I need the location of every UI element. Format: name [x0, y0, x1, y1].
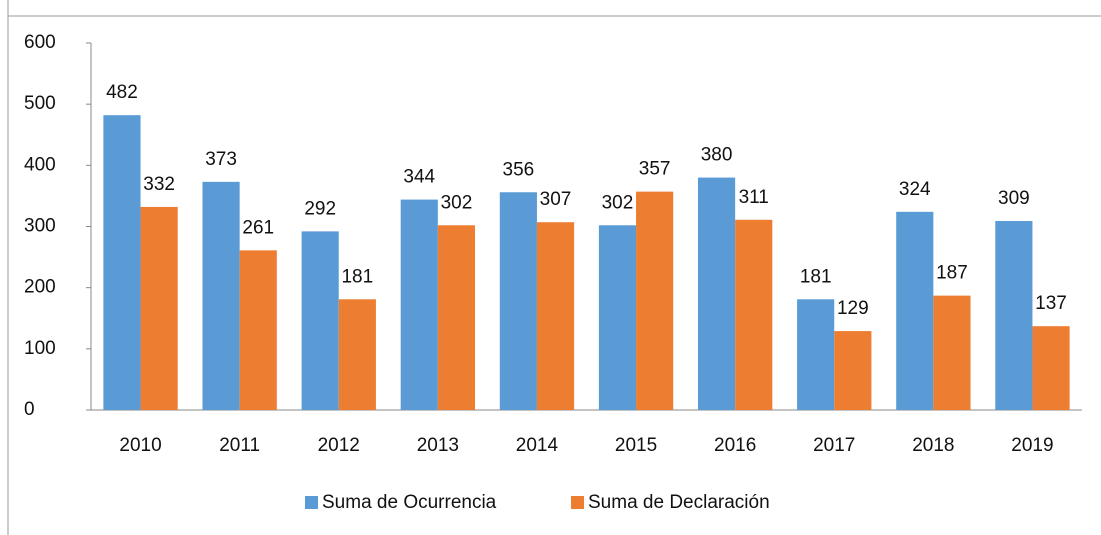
bar: [896, 211, 934, 410]
value-label: 302: [441, 192, 473, 213]
value-label: 344: [403, 167, 435, 188]
legend-swatch: [571, 496, 584, 509]
x-tick-label: 2017: [813, 435, 855, 456]
value-label: 482: [106, 82, 138, 103]
bar: [400, 199, 438, 410]
value-label: 309: [998, 188, 1030, 209]
y-tick-label: 300: [24, 216, 56, 237]
value-label: 380: [701, 145, 733, 166]
bar: [202, 181, 240, 410]
x-tick-label: 2015: [615, 435, 657, 456]
value-label: 261: [242, 217, 274, 238]
x-tick-label: 2013: [417, 435, 459, 456]
value-label: 302: [602, 192, 634, 213]
value-label: 137: [1035, 293, 1067, 314]
y-tick-label: 500: [24, 93, 56, 114]
y-tick-label: 0: [24, 399, 35, 420]
y-tick-label: 200: [24, 277, 56, 298]
y-tick-label: 600: [24, 32, 56, 53]
legend-label: Suma de Ocurrencia: [322, 492, 497, 513]
value-label: 357: [639, 159, 671, 180]
bar: [437, 225, 476, 410]
bar: [239, 250, 277, 410]
value-label: 332: [143, 174, 175, 195]
bar: [933, 295, 971, 410]
value-label: 356: [503, 159, 535, 180]
x-tick-label: 2014: [516, 435, 559, 456]
x-tick-label: 2016: [714, 435, 756, 456]
bar: [735, 219, 773, 410]
bar: [697, 177, 736, 410]
value-label: 181: [800, 266, 832, 287]
y-tick-label: 100: [24, 338, 56, 359]
value-label: 181: [341, 266, 373, 287]
value-label: 129: [837, 298, 869, 319]
value-label: 187: [936, 263, 968, 284]
legend-label: Suma de Declaración: [588, 492, 770, 513]
y-tick-label: 400: [24, 154, 56, 175]
x-tick-label: 2012: [318, 435, 360, 456]
bar: [598, 225, 637, 410]
bar: [140, 206, 178, 410]
bar: [338, 299, 376, 410]
value-label: 307: [540, 189, 572, 210]
bar: [636, 191, 674, 410]
value-label: 324: [899, 179, 931, 200]
bar: [834, 331, 872, 410]
value-label: 311: [739, 187, 769, 208]
value-label: 292: [304, 198, 336, 219]
x-tick-label: 2011: [219, 435, 260, 456]
bar: [103, 115, 141, 410]
bar: [995, 220, 1033, 410]
x-tick-label: 2019: [1011, 435, 1053, 456]
bar: [797, 299, 835, 410]
x-tick-label: 2018: [912, 435, 954, 456]
x-tick-label: 2010: [119, 435, 161, 456]
bar: [1032, 326, 1070, 410]
bar: [536, 222, 575, 410]
bar: [301, 231, 339, 410]
bar: [499, 192, 537, 410]
legend-swatch: [305, 496, 318, 509]
value-label: 373: [205, 149, 237, 170]
